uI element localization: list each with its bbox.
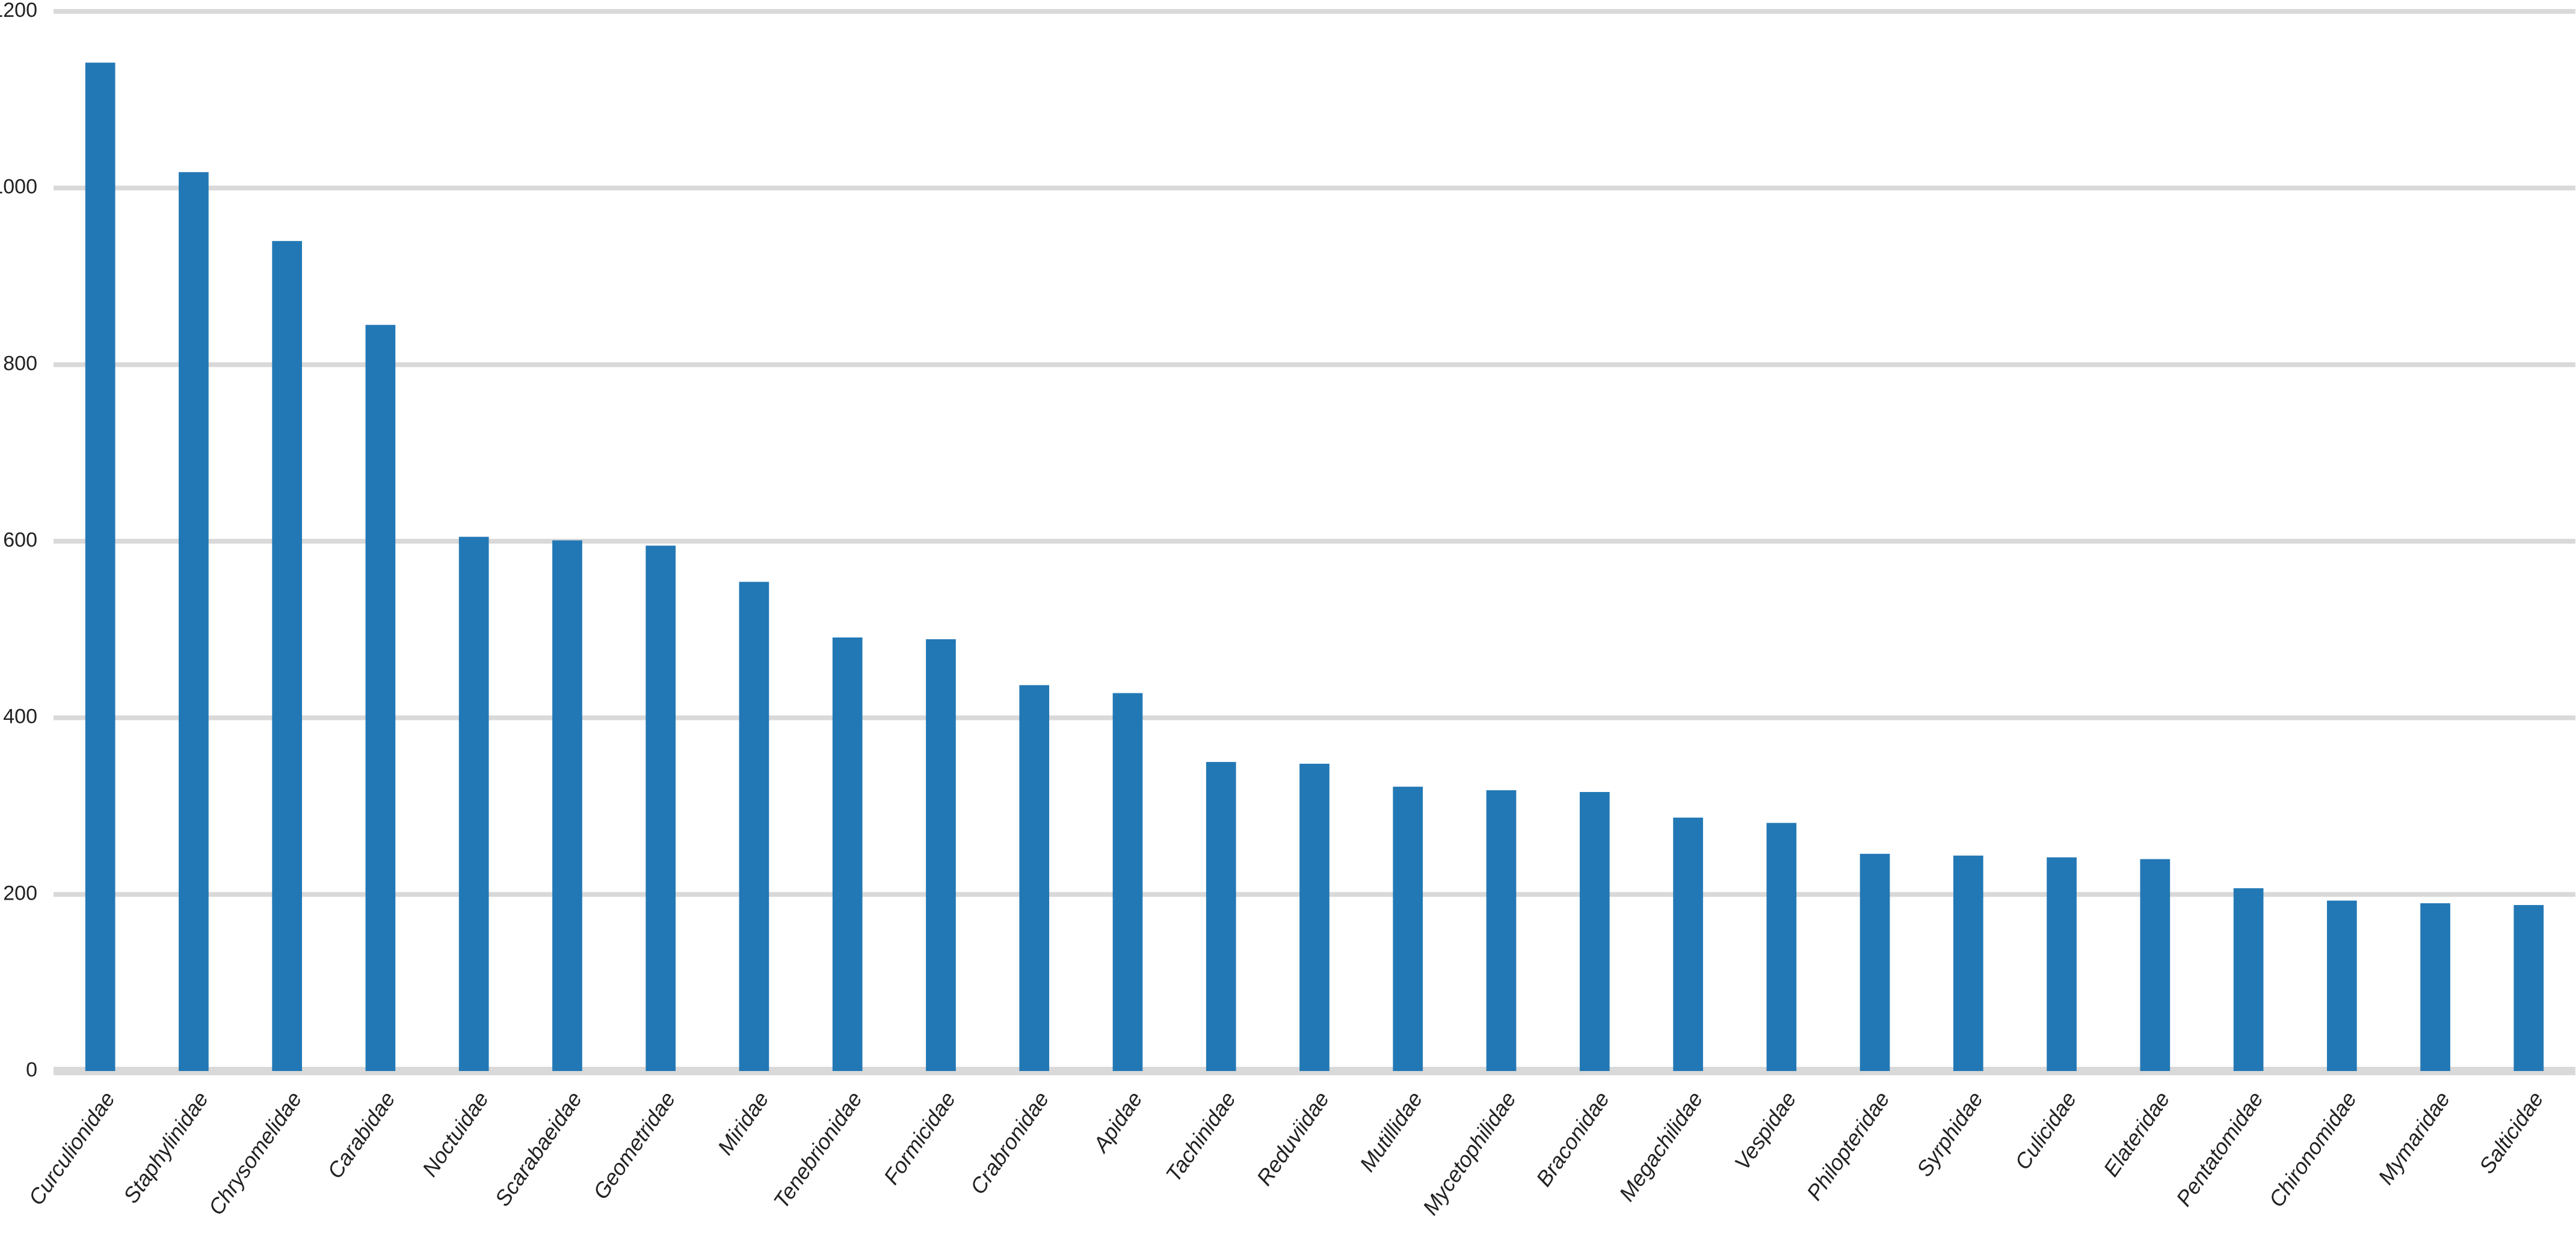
bar — [1299, 764, 1330, 1071]
y-tick-label: 600 — [3, 529, 37, 551]
x-tick-label: Mymaridae — [2373, 1087, 2455, 1189]
x-tick-label: Braconidae — [1531, 1087, 1614, 1191]
bar — [739, 582, 769, 1071]
y-tick-label: 0 — [26, 1058, 37, 1081]
bar — [1112, 693, 1143, 1071]
bar — [1673, 817, 1703, 1071]
bar — [272, 241, 302, 1072]
y-tick-label: 1200 — [0, 0, 37, 22]
x-tick-label: Pentatomidae — [2171, 1087, 2268, 1211]
x-tick-label: Culicidae — [2010, 1087, 2081, 1174]
x-tick-label: Megachilidae — [1614, 1087, 1707, 1206]
x-tick-label: Mutillidae — [1355, 1087, 1428, 1176]
bar — [2233, 888, 2264, 1071]
y-tick-label: 1000 — [0, 176, 37, 198]
bar — [2513, 904, 2544, 1071]
x-tick-label: Miridae — [712, 1087, 773, 1159]
x-tick-label: Chironomidae — [2264, 1087, 2361, 1212]
x-tick-label: Crabronidae — [965, 1087, 1053, 1199]
x-tick-label: Apidae — [1088, 1087, 1147, 1158]
x-tick-label: Salticidae — [2474, 1087, 2548, 1178]
y-tick-label: 400 — [3, 705, 37, 728]
x-tick-label: Staphylinidae — [119, 1087, 214, 1208]
x-tick-label: Philopteridae — [1802, 1087, 1894, 1205]
x-tick-label: Elateridae — [2098, 1087, 2175, 1181]
bar — [365, 325, 396, 1072]
bar — [926, 639, 956, 1071]
x-tick-label: Reduviidae — [1251, 1087, 1334, 1190]
x-tick-label: Vespidae — [1730, 1087, 1801, 1174]
bar — [2140, 859, 2171, 1071]
bar — [2327, 900, 2357, 1071]
x-tick-label: Scarabaeidae — [490, 1087, 587, 1211]
x-tick-label: Geometridae — [588, 1087, 680, 1204]
bar — [1953, 855, 1983, 1071]
bar — [85, 63, 116, 1071]
x-tick-label: Carabidae — [322, 1087, 400, 1183]
x-tick-label: Syrphidae — [1912, 1087, 1988, 1181]
bar — [1019, 685, 1050, 1071]
x-tick-label: Tenebrionidae — [768, 1087, 867, 1213]
x-tick-label: Mycetophilidae — [1418, 1087, 1521, 1220]
x-tick-label: Tachinidae — [1160, 1087, 1240, 1186]
bar — [2047, 857, 2077, 1071]
x-tick-label: Formicidae — [879, 1087, 961, 1189]
bar — [2420, 903, 2450, 1071]
bar — [552, 540, 582, 1071]
y-tick-label: 200 — [3, 882, 37, 904]
x-tick-label: Noctuidae — [417, 1087, 493, 1181]
bar — [1486, 790, 1517, 1071]
bar — [1766, 823, 1797, 1071]
y-tick-label: 800 — [3, 352, 37, 375]
bar — [832, 637, 863, 1071]
bar — [458, 536, 489, 1071]
bar — [1579, 792, 1610, 1071]
bar — [646, 545, 676, 1071]
bar — [179, 172, 209, 1071]
bar — [1206, 762, 1236, 1071]
x-tick-label: Chrysomelidae — [203, 1087, 306, 1220]
bar — [1860, 853, 1890, 1071]
bar — [1393, 787, 1423, 1071]
x-tick-label: Curculionidae — [23, 1087, 120, 1210]
